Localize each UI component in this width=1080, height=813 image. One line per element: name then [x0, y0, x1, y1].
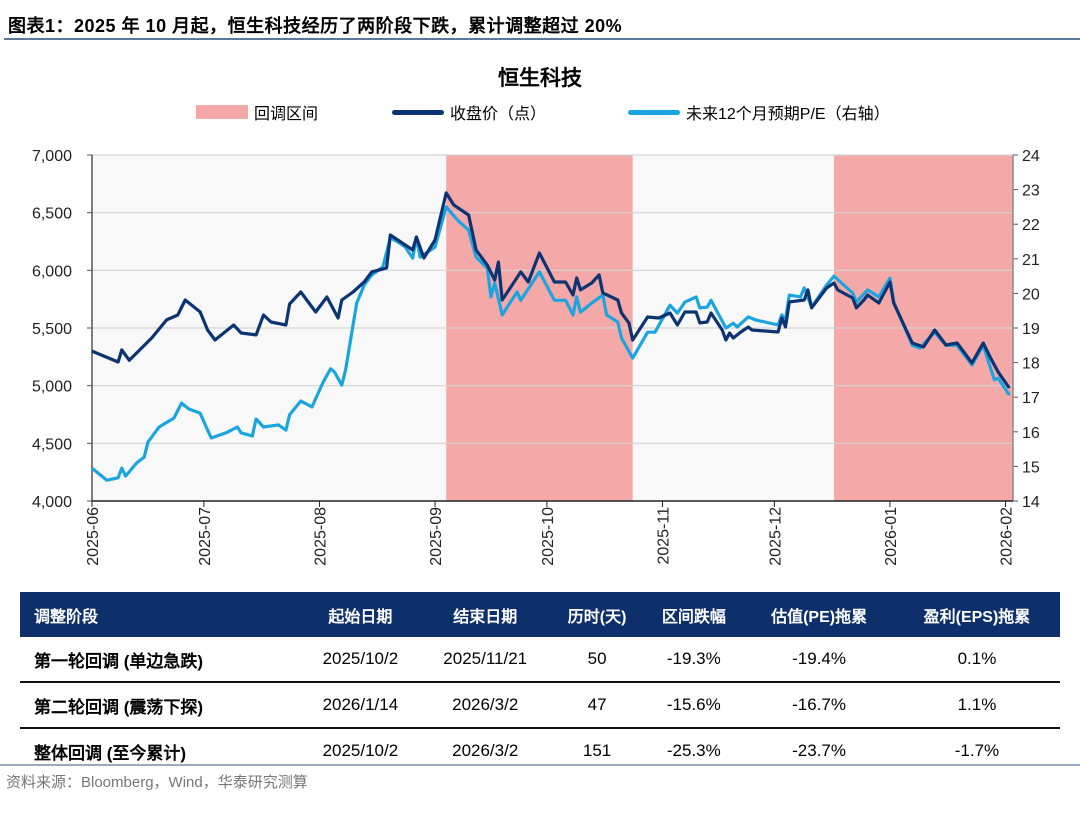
header-end: 结束日期 [419, 592, 551, 637]
legend: 回调区间 收盘价（点） 未来12个月预期P/E（右轴） [0, 100, 1080, 124]
legend-swatch-pe [628, 109, 680, 115]
header-start: 起始日期 [301, 592, 420, 637]
header-pe-drag: 估值(PE)拖累 [744, 592, 894, 637]
legend-swatch-close [392, 109, 444, 115]
legend-swatch-shade [196, 105, 248, 119]
cell: 1.1% [893, 682, 1060, 729]
y-left-tick-label: 7,000 [32, 148, 72, 165]
y-right-tick-label: 18 [1022, 356, 1040, 373]
y-right-tick-label: 21 [1022, 252, 1040, 269]
x-tick-label: 2025-11 [655, 507, 672, 565]
cell: -15.6% [643, 682, 745, 729]
legend-item-pe: 未来12个月预期P/E（右轴） [628, 100, 890, 124]
x-tick-label: 2025-09 [428, 507, 445, 566]
table-header-row: 调整阶段 起始日期 结束日期 历时(天) 区间跌幅 估值(PE)拖累 盈利(EP… [20, 592, 1060, 637]
figure-title: 图表1：2025 年 10 月起，恒生科技经历了两阶段下跌，累计调整超过 20% [8, 16, 623, 36]
cell: 2025/11/21 [419, 637, 551, 683]
y-right-tick-label: 14 [1022, 494, 1040, 511]
y-left-tick-label: 6,000 [32, 263, 72, 280]
cell: -25.3% [666, 741, 721, 760]
x-tick-label: 2025-08 [312, 507, 329, 566]
cell: 2026/3/2 [419, 682, 551, 729]
cell: 151 [582, 741, 612, 760]
cell: -1.7% [954, 741, 1000, 760]
cell: 0.1% [893, 637, 1060, 683]
cell: 2025/10/2 [301, 637, 420, 683]
y-right-tick-label: 19 [1022, 321, 1040, 338]
cell: -19.3% [643, 637, 745, 683]
cell: -19.4% [744, 637, 894, 683]
cell: 2026/3/2 [452, 741, 519, 760]
y-right-tick-label: 24 [1022, 148, 1040, 165]
cell: 第一轮回调 (单边急跌) [20, 637, 302, 683]
title-divider [4, 38, 1080, 40]
legend-label-pe: 未来12个月预期P/E（右轴） [686, 106, 890, 123]
cell: 2025/10/2 [322, 741, 399, 760]
x-tick-label: 2026-01 [883, 507, 900, 566]
series-line-pe [90, 205, 1011, 482]
legend-label-close: 收盘价（点） [450, 106, 547, 123]
cell: -16.7% [744, 682, 894, 729]
y-left-tick-label: 6,500 [32, 206, 72, 223]
x-tick-label: 2025-10 [540, 507, 557, 566]
table-row: 第二轮回调 (震荡下探) 2026/1/14 2026/3/2 47 -15.6… [20, 682, 1060, 729]
legend-item-shade: 回调区间 [196, 100, 318, 124]
y-left-tick-label: 4,000 [32, 494, 72, 511]
x-tick-label: 2025-12 [767, 507, 784, 566]
source-note: 资料来源：Bloomberg，Wind，华泰研究测算 [6, 774, 308, 791]
y-left-tick-label: 5,000 [32, 379, 72, 396]
table-row: 整体回调 (至今累计) 2025/10/2 2026/3/2 151 -25.3… [20, 728, 1060, 773]
header-stage: 调整阶段 [20, 592, 302, 637]
y-right-tick-label: 23 [1022, 183, 1040, 200]
cell: 47 [550, 682, 644, 729]
header-days: 历时(天) [550, 592, 644, 637]
y-right-tick-label: 16 [1022, 425, 1040, 442]
cell: 50 [550, 637, 644, 683]
table-row: 第一轮回调 (单边急跌) 2025/10/2 2025/11/21 50 -19… [20, 637, 1060, 683]
y-right-tick-label: 20 [1022, 286, 1040, 303]
summary-table: 调整阶段 起始日期 结束日期 历时(天) 区间跌幅 估值(PE)拖累 盈利(EP… [20, 592, 1060, 773]
cell: -23.7% [792, 741, 847, 760]
legend-label-shade: 回调区间 [254, 106, 319, 123]
series-line-close [91, 191, 1011, 389]
y-right-tick-label: 17 [1022, 390, 1040, 407]
y-right-tick-label: 15 [1022, 459, 1040, 476]
x-tick-label: 2025-07 [197, 507, 214, 566]
table-bottom-divider [0, 764, 1080, 766]
x-tick-label: 2025-06 [85, 507, 102, 566]
legend-item-close: 收盘价（点） [392, 100, 546, 124]
cell: 第二轮回调 (震荡下探) [20, 682, 302, 729]
y-left-tick-label: 5,500 [32, 321, 72, 338]
cell: 2026/1/14 [301, 682, 420, 729]
cell: 整体回调 (至今累计) [34, 743, 187, 763]
chart-plot: 4,000 4,500 5,000 5,500 6,000 6,500 7,000 14 15 1… [32, 148, 1040, 566]
y-left-tick-label: 4,500 [32, 436, 72, 453]
header-decline: 区间跌幅 [643, 592, 745, 637]
header-eps-drag: 盈利(EPS)拖累 [893, 592, 1060, 637]
chart-title: 恒生科技 [498, 67, 582, 90]
y-right-tick-label: 22 [1022, 217, 1040, 234]
x-tick-label: 2026-02 [999, 507, 1016, 566]
